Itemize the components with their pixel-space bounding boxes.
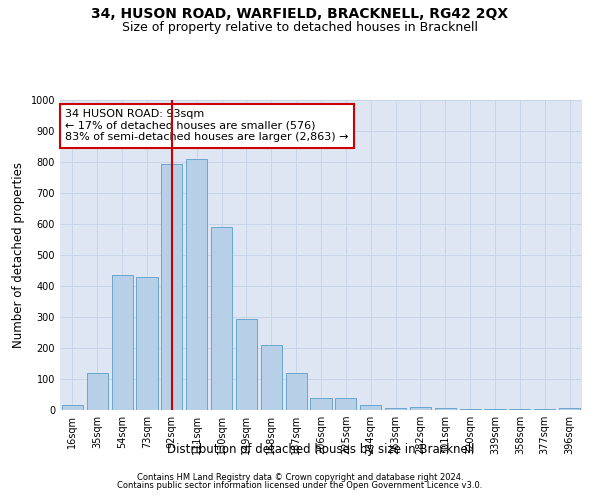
Bar <box>460 409 481 410</box>
Text: Size of property relative to detached houses in Bracknell: Size of property relative to detached ho… <box>122 21 478 34</box>
Bar <box>211 227 232 410</box>
Bar <box>385 408 406 410</box>
Bar <box>360 406 381 410</box>
Bar <box>62 406 83 410</box>
Text: 34, HUSON ROAD, WARFIELD, BRACKNELL, RG42 2QX: 34, HUSON ROAD, WARFIELD, BRACKNELL, RG4… <box>91 8 509 22</box>
Bar <box>286 373 307 410</box>
Y-axis label: Number of detached properties: Number of detached properties <box>12 162 25 348</box>
Bar <box>435 408 456 410</box>
Text: 34 HUSON ROAD: 93sqm
← 17% of detached houses are smaller (576)
83% of semi-deta: 34 HUSON ROAD: 93sqm ← 17% of detached h… <box>65 110 349 142</box>
Bar <box>161 164 182 410</box>
Bar <box>559 408 580 410</box>
Bar <box>112 275 133 410</box>
Bar <box>410 407 431 410</box>
Text: Contains HM Land Registry data © Crown copyright and database right 2024.: Contains HM Land Registry data © Crown c… <box>137 472 463 482</box>
Bar <box>261 345 282 410</box>
Text: Contains public sector information licensed under the Open Government Licence v3: Contains public sector information licen… <box>118 481 482 490</box>
Bar <box>335 398 356 410</box>
Text: Distribution of detached houses by size in Bracknell: Distribution of detached houses by size … <box>167 442 475 456</box>
Bar <box>310 398 332 410</box>
Bar <box>236 318 257 410</box>
Bar <box>186 159 207 410</box>
Bar <box>87 373 108 410</box>
Bar <box>136 276 158 410</box>
